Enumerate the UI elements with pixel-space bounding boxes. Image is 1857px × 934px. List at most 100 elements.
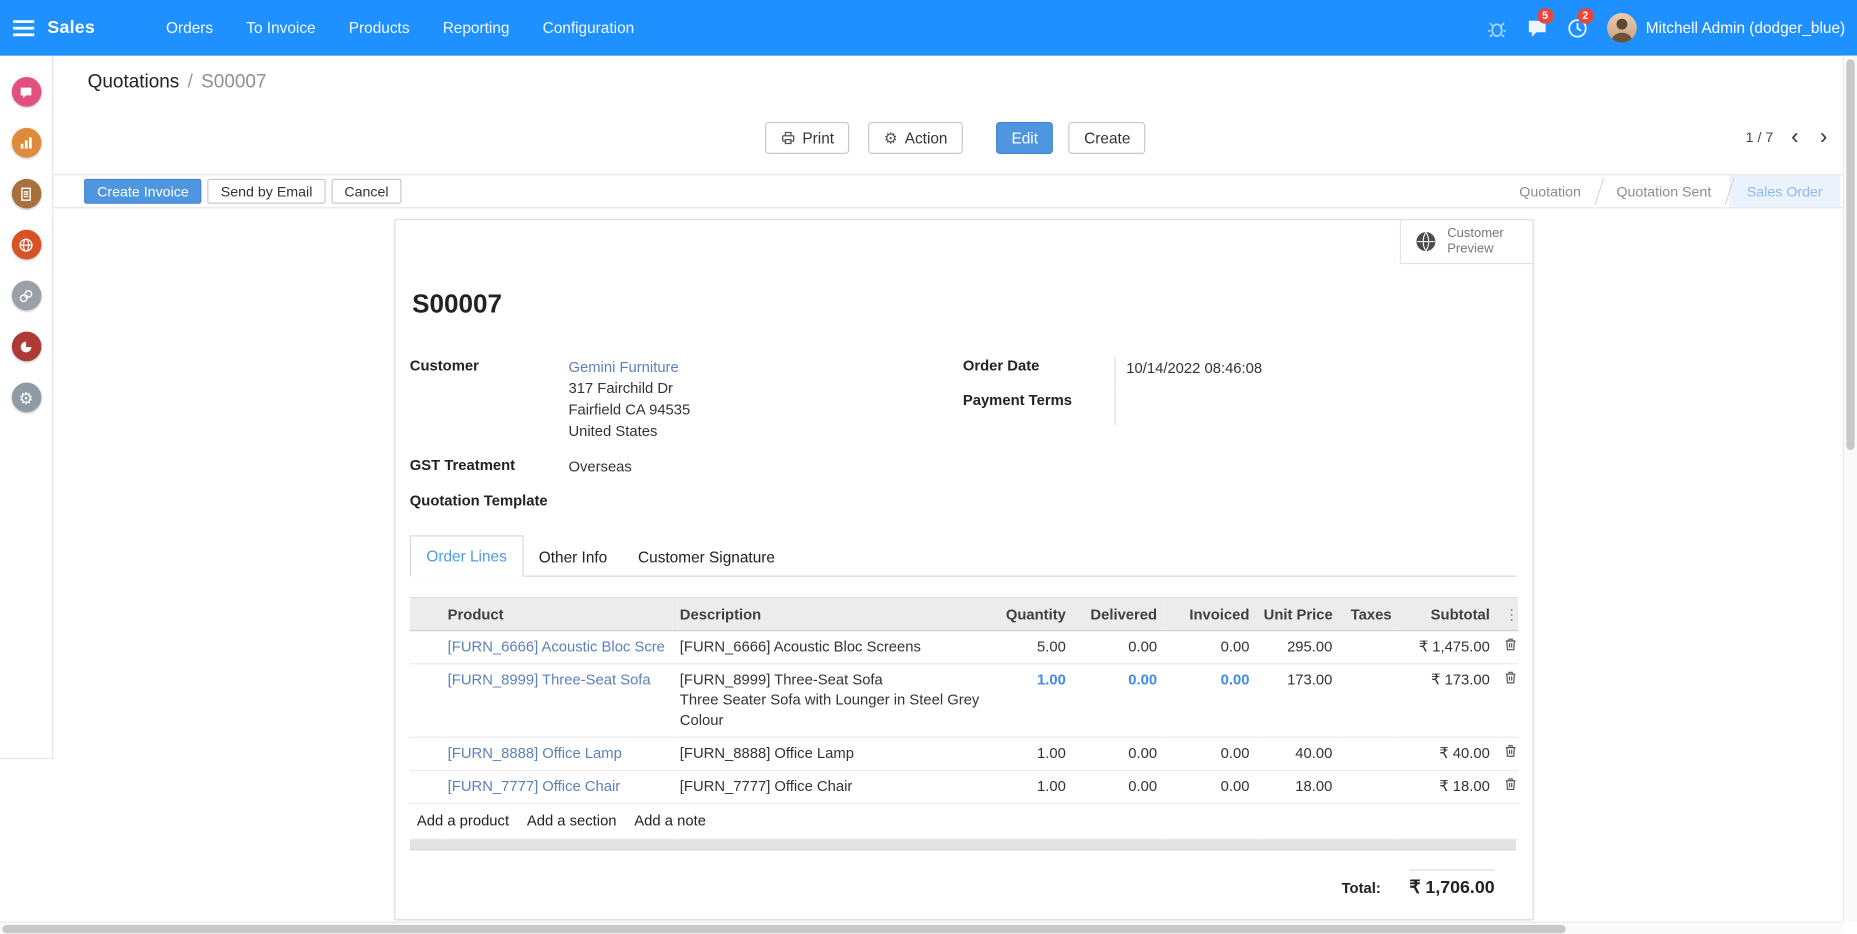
line-quantity: 5.00 (992, 631, 1073, 665)
order-line-row[interactable]: [FURN_7777] Office Chair [FURN_7777] Off… (409, 770, 1519, 805)
tab-order-lines[interactable]: Order Lines (409, 535, 524, 578)
gst-treatment-value: Overseas (568, 458, 632, 476)
customer-link[interactable]: Gemini Furniture (568, 359, 679, 376)
horizontal-scrollbar[interactable] (0, 921, 1843, 934)
tab-customer-signature[interactable]: Customer Signature (638, 548, 775, 567)
action-button[interactable]: ⚙ Action (868, 121, 963, 154)
menu-configuration[interactable]: Configuration (542, 18, 635, 37)
apps-menu-button[interactable] (0, 0, 47, 56)
breadcrumb-quotations[interactable]: Quotations (87, 72, 180, 93)
list-header-row: Product Description Quantity Delivered I… (409, 597, 1519, 632)
messages-icon[interactable]: 5 (1526, 7, 1554, 38)
line-unit-price: 40.00 (1256, 737, 1340, 772)
product-link[interactable]: [FURN_8888] Office Lamp (447, 745, 622, 762)
cancel-button[interactable]: Cancel (331, 178, 402, 204)
debug-icon[interactable] (1486, 17, 1507, 38)
top-navbar: Sales Orders To Invoice Products Reporti… (0, 0, 1857, 56)
activities-icon[interactable]: 2 (1566, 7, 1594, 38)
line-description: [FURN_7777] Office Chair (679, 778, 853, 796)
delete-row-icon[interactable] (1496, 770, 1519, 805)
line-quantity: 1.00 (992, 737, 1073, 772)
delete-row-icon[interactable] (1496, 664, 1519, 739)
product-link[interactable]: [FURN_7777] Office Chair (447, 778, 621, 796)
horizontal-scrollbar-thumb[interactable] (2, 924, 1566, 934)
invoiced-column-header: Invoiced (1164, 597, 1257, 632)
delivered-column-header: Delivered (1072, 597, 1165, 632)
tab-other-info[interactable]: Other Info (538, 548, 608, 567)
quantity-column-header: Quantity (992, 597, 1073, 632)
line-description-extra: Three Seater Sofa with Lounger in Steel … (679, 692, 980, 729)
globe-icon[interactable] (11, 229, 41, 260)
line-unit-price: 295.00 (1256, 631, 1340, 665)
pie-icon[interactable] (11, 331, 41, 362)
systray: 5 2 Mitchell Admin (dodger_blue) (1486, 7, 1857, 43)
menu-orders[interactable]: Orders (166, 18, 214, 37)
document-icon[interactable] (11, 178, 41, 209)
add-a-note-link[interactable]: Add a note (634, 812, 706, 830)
line-quantity: 1.00 (992, 770, 1073, 805)
optional-columns-toggle-icon[interactable]: ⋮ (1496, 597, 1519, 632)
line-taxes (1339, 737, 1399, 772)
pager-counter: 1 / 7 (1745, 129, 1774, 146)
vertical-scrollbar-thumb[interactable] (1846, 59, 1855, 451)
state-quotation[interactable]: Quotation (1519, 182, 1581, 200)
pager-next-icon[interactable]: › (1819, 124, 1828, 150)
create-invoice-button[interactable]: Create Invoice (84, 178, 202, 204)
quotation-template-field: Quotation Template (410, 492, 963, 510)
line-description: [FURN_6666] Acoustic Bloc Screens (679, 638, 921, 656)
order-lines-list: Product Description Quantity Delivered I… (409, 597, 1519, 851)
payment-terms-label: Payment Terms (962, 392, 1073, 410)
add-a-product-link[interactable]: Add a product (416, 812, 510, 830)
customer-preview-button[interactable]: Customer Preview (1399, 220, 1533, 265)
gear-glyph-icon: ⚙ (18, 387, 34, 407)
order-line-row[interactable]: [FURN_6666] Acoustic Bloc Scree... [FURN… (409, 631, 1519, 665)
menu-to-invoice[interactable]: To Invoice (246, 18, 316, 37)
send-by-email-button[interactable]: Send by Email (207, 178, 326, 204)
line-invoiced: 0.00 (1164, 631, 1257, 665)
order-date-field: Order Date 10/14/2022 08:46:08 (963, 356, 1516, 392)
line-description: [FURN_8888] Office Lamp (679, 745, 854, 762)
line-taxes (1339, 770, 1399, 805)
chart-icon[interactable] (11, 127, 41, 158)
chat-icon[interactable] (11, 76, 41, 107)
line-quantity: 1.00 (992, 664, 1073, 739)
user-menu[interactable]: Mitchell Admin (dodger_blue) (1606, 13, 1846, 43)
list-scrollbar[interactable] (409, 840, 1516, 851)
line-invoiced: 0.00 (1164, 737, 1257, 772)
user-name: Mitchell Admin (dodger_blue) (1645, 18, 1846, 37)
messages-badge: 5 (1536, 7, 1554, 24)
hamburger-icon (13, 19, 35, 36)
product-link[interactable]: [FURN_6666] Acoustic Bloc Scree... (447, 638, 666, 656)
menu-products[interactable]: Products (348, 18, 410, 37)
menu-reporting[interactable]: Reporting (442, 18, 510, 37)
state-sales-order[interactable]: Sales Order (1729, 175, 1841, 208)
total-value: ₹ 1,706.00 (1409, 869, 1495, 898)
line-unit-price: 173.00 (1256, 664, 1340, 739)
link-icon[interactable] (11, 280, 41, 311)
line-subtotal: ₹ 173.00 (1398, 664, 1497, 739)
handle-column-header (409, 597, 441, 632)
pager-previous-icon[interactable]: ‹ (1791, 124, 1799, 150)
print-button[interactable]: Print (764, 121, 850, 154)
edit-button[interactable]: Edit (996, 121, 1054, 154)
left-field-group: Customer Gemini Furniture 317 Fairchild … (410, 357, 963, 524)
line-description: [FURN_8999] Three-Seat Sofa (679, 671, 883, 689)
avatar (1606, 13, 1637, 43)
product-link[interactable]: [FURN_8999] Three-Seat Sofa (447, 671, 651, 689)
order-line-row[interactable]: [FURN_8888] Office Lamp [FURN_8888] Offi… (409, 737, 1519, 772)
order-line-row[interactable]: [FURN_8999] Three-Seat Sofa [FURN_8999] … (409, 664, 1519, 739)
notebook-tabs: Order Lines Other Info Customer Signatur… (409, 535, 1516, 578)
delete-row-icon[interactable] (1496, 631, 1519, 665)
customer-field: Customer Gemini Furniture 317 Fairchild … (410, 357, 963, 442)
vertical-scrollbar[interactable] (1842, 55, 1857, 922)
state-quotation-sent[interactable]: Quotation Sent (1599, 175, 1729, 207)
create-button[interactable]: Create (1068, 121, 1146, 154)
action-label: Action (904, 129, 948, 147)
line-invoiced: 0.00 (1164, 664, 1257, 739)
delete-row-icon[interactable] (1496, 737, 1519, 772)
form-view: Customer Preview S00007 Customer Gemini … (53, 208, 1843, 922)
gear-icon[interactable]: ⚙ (11, 382, 41, 413)
app-name[interactable]: Sales (47, 17, 95, 38)
add-a-section-link[interactable]: Add a section (526, 812, 617, 830)
